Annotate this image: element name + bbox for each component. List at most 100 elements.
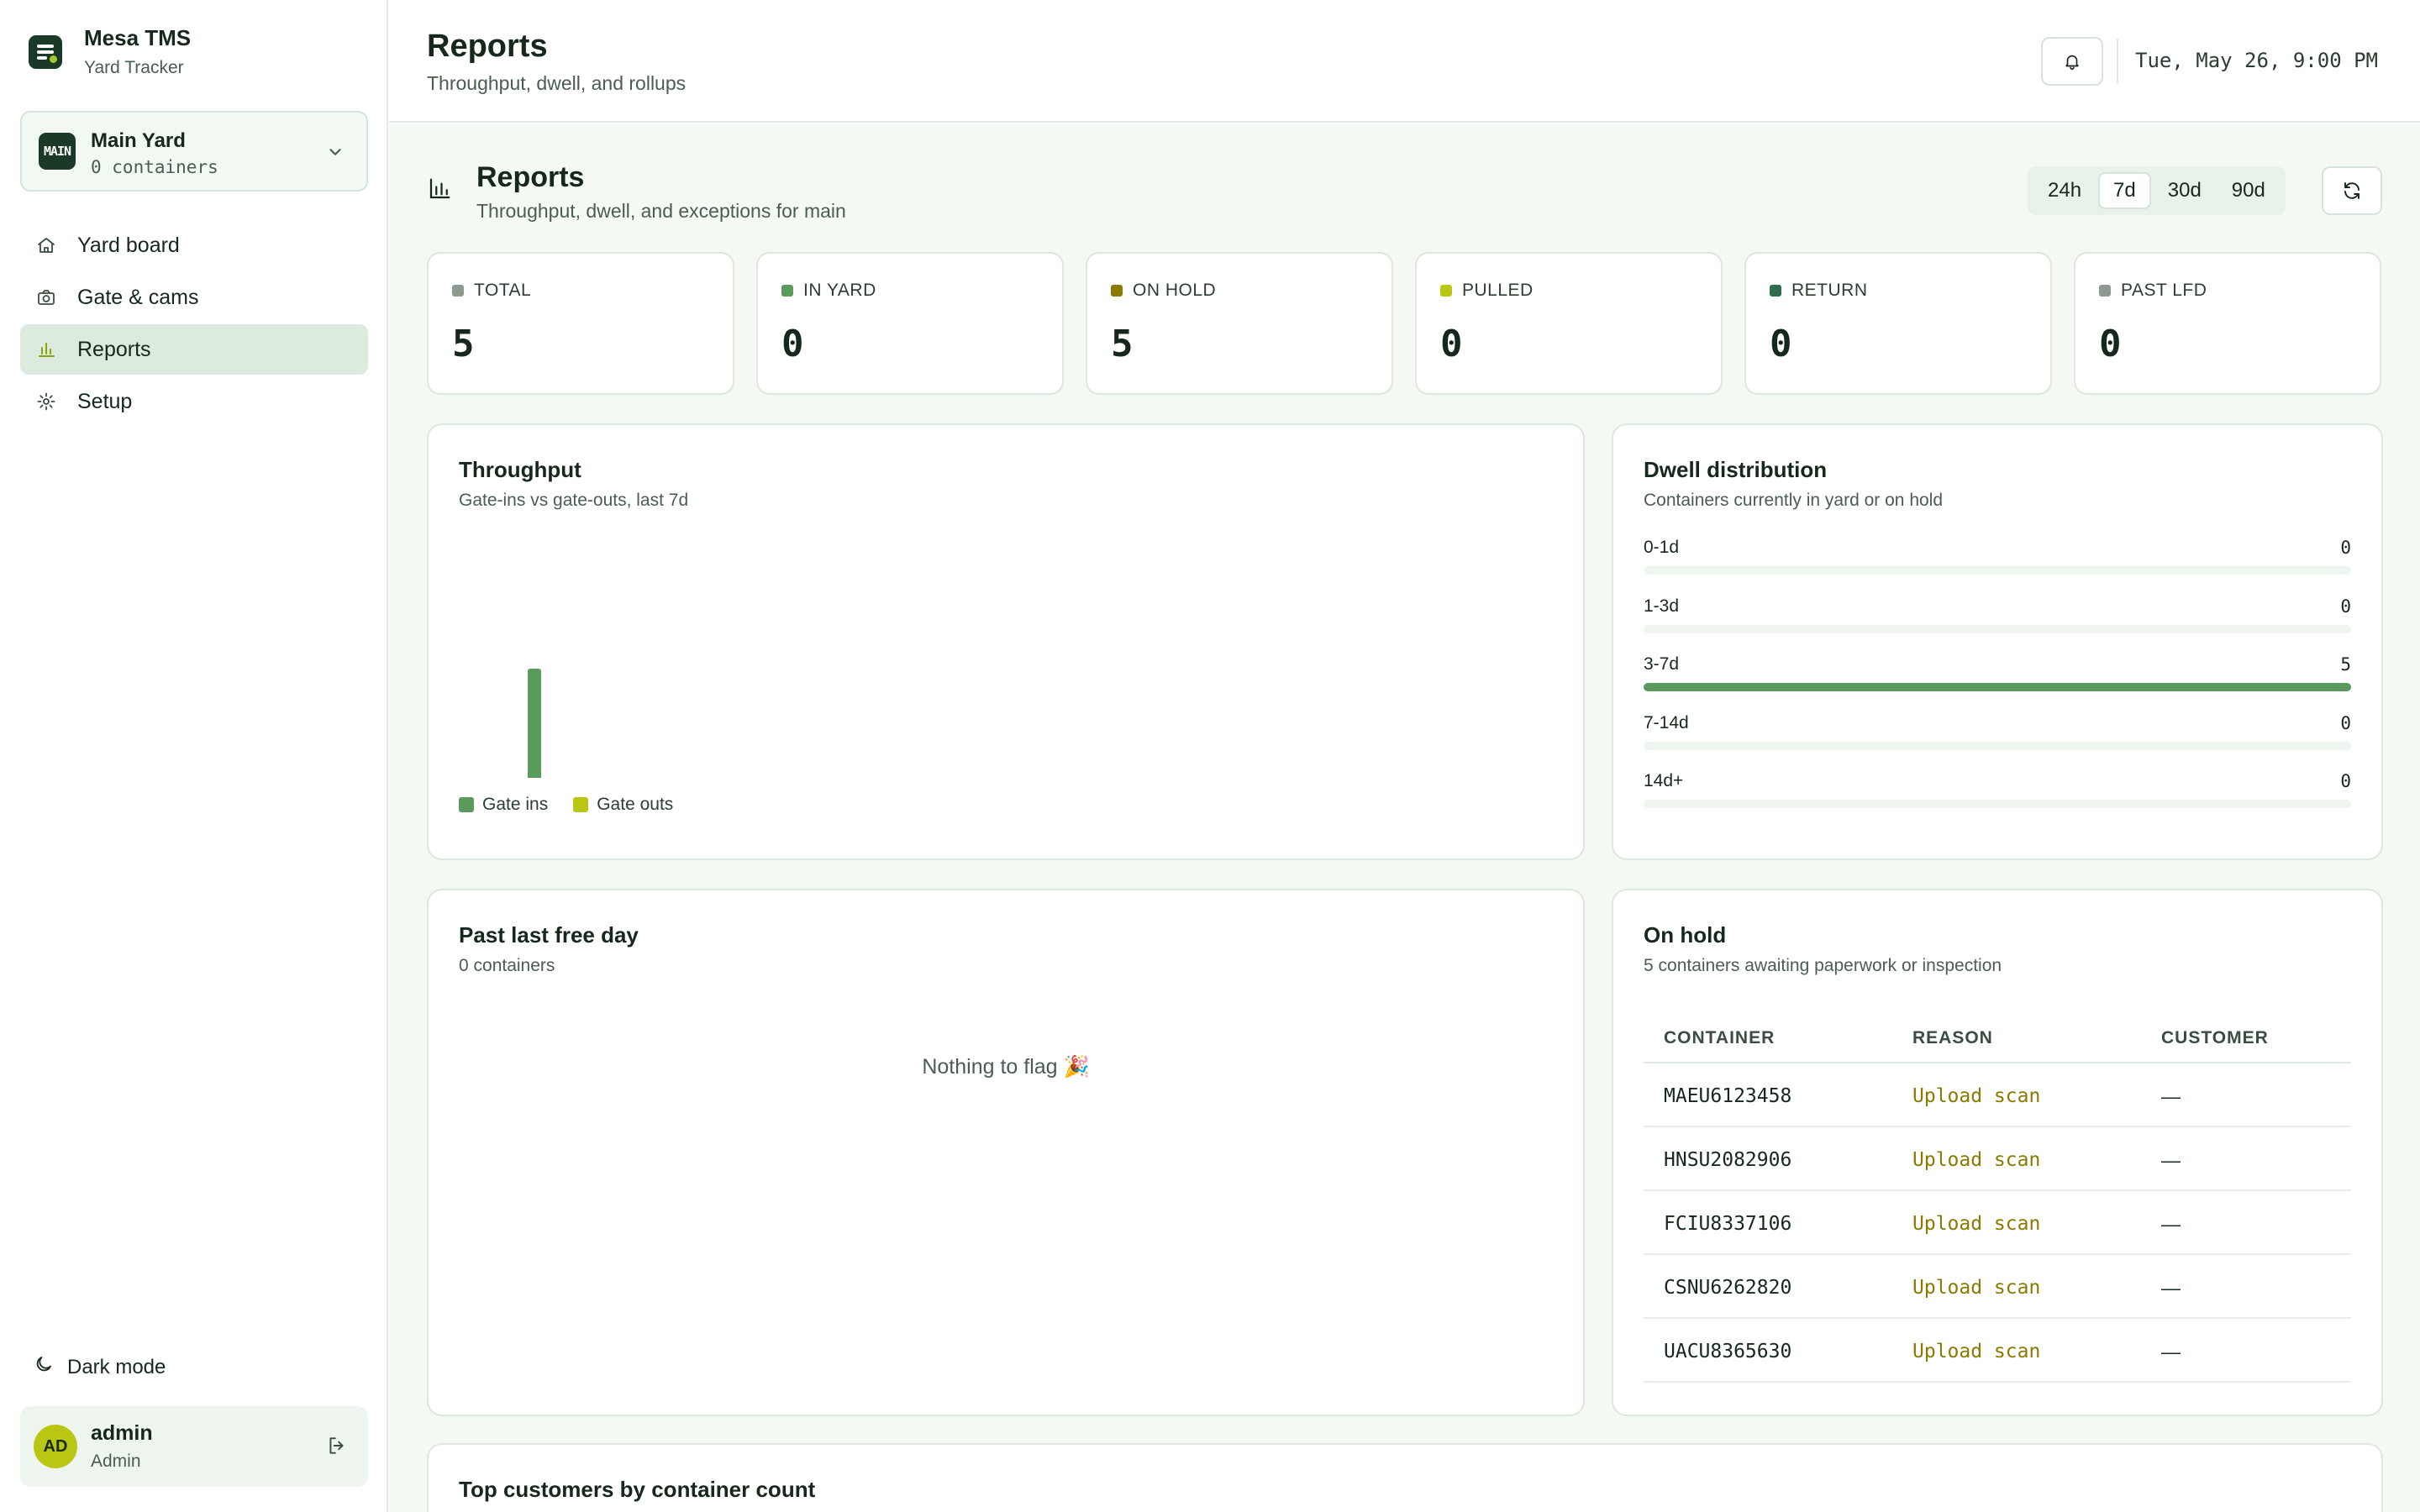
container-id: HNSU2082906 [1664, 1149, 1792, 1171]
stat-value: 0 [781, 323, 804, 365]
hold-reason[interactable]: Upload scan [1912, 1085, 2041, 1107]
status-swatch [1440, 285, 1452, 297]
dwell-bucket-count: 0 [2340, 596, 2351, 617]
sidebar: Mesa TMS Yard Tracker MAIN Main Yard 0 c… [0, 0, 388, 1512]
sidebar-item-label: Gate & cams [77, 285, 199, 309]
main-content: Reports Throughput, dwell, and exception… [389, 124, 2420, 1512]
hold-reason[interactable]: Upload scan [1912, 1149, 2041, 1171]
stat-label: TOTAL [474, 281, 532, 300]
stat-card-in-yard: IN YARD 0 [756, 252, 1064, 395]
hold-reason[interactable]: Upload scan [1912, 1341, 2041, 1362]
dark-mode-toggle[interactable]: Dark mode [34, 1354, 166, 1380]
past-lfd-card: Past last free day 0 containers Nothing … [427, 889, 1585, 1416]
card-subtitle: 5 containers awaiting paperwork or inspe… [1644, 956, 2002, 975]
bar-gate-ins-05-20[interactable] [528, 669, 541, 778]
stat-label: RETURN [1791, 281, 1868, 300]
user-card: AD admin Admin [20, 1406, 368, 1487]
chevron-down-icon [329, 149, 341, 155]
dwell-bucket-label: 7-14d [1644, 712, 1689, 732]
stat-card-past-lfd: PAST LFD 0 [2074, 252, 2381, 395]
card-subtitle: Gate-ins vs gate-outs, last 7d [459, 491, 689, 510]
divider [2117, 39, 2118, 84]
customer: — [2161, 1341, 2181, 1362]
dwell-bucket-count: 5 [2340, 654, 2351, 675]
section-title: Reports [476, 161, 585, 193]
range-30d-button[interactable]: 30d [2167, 179, 2202, 202]
avatar: AD [34, 1425, 77, 1468]
on-hold-card: On hold 5 containers awaiting paperwork … [1612, 889, 2383, 1416]
dwell-bar-fill [1644, 683, 2351, 691]
container-id: FCIU8337106 [1664, 1213, 1792, 1235]
page-title: Reports [427, 29, 548, 64]
container-id: UACU8365630 [1664, 1341, 1792, 1362]
sidebar-item-label: Yard board [77, 233, 180, 257]
sidebar-item-reports[interactable]: Reports [20, 324, 368, 375]
legend-label: Gate ins [482, 795, 549, 814]
stat-label: IN YARD [803, 281, 876, 300]
legend-swatch [573, 797, 589, 812]
dwell-bar-track [1644, 800, 2351, 808]
customer: — [2161, 1277, 2181, 1299]
gear-icon [35, 391, 57, 412]
dwell-bar-track [1644, 741, 2351, 750]
stat-value: 0 [1440, 323, 1463, 365]
dwell-row: 7-14d 0 [1644, 713, 2351, 764]
card-title: Past last free day [459, 922, 639, 948]
dwell-row: 14d+ 0 [1644, 771, 2351, 822]
yard-count: 0 containers [91, 157, 218, 177]
hold-reason[interactable]: Upload scan [1912, 1277, 2041, 1299]
on-hold-table: CONTAINER REASON CUSTOMER MAEU6123458 Up… [1644, 1008, 2351, 1383]
user-name: admin [91, 1421, 153, 1445]
table-row[interactable]: MAEU6123458 Upload scan — [1644, 1063, 2351, 1127]
bar-chart-icon [35, 339, 57, 360]
dwell-row: 3-7d 5 [1644, 654, 2351, 705]
stat-card-pulled: PULLED 0 [1415, 252, 1723, 395]
sidebar-item-yard-board[interactable]: Yard board [20, 220, 368, 270]
legend-item-gate-outs: Gate outs [573, 795, 673, 815]
range-7d-button[interactable]: 7d [2098, 172, 2151, 209]
table-row[interactable]: CSNU6262820 Upload scan — [1644, 1255, 2351, 1319]
bar-chart-icon [429, 178, 450, 199]
column-header[interactable]: CONTAINER [1664, 1028, 1776, 1047]
hold-reason[interactable]: Upload scan [1912, 1213, 2041, 1235]
sidebar-item-label: Setup [77, 389, 133, 413]
sidebar-nav: Yard board Gate & cams Reports Setup [20, 220, 368, 428]
app-title: Mesa TMS [84, 25, 192, 50]
range-24h-button[interactable]: 24h [2048, 179, 2082, 202]
stat-value: 5 [452, 323, 475, 365]
user-role: Admin [91, 1452, 141, 1471]
refresh-icon [2344, 182, 2360, 199]
legend-item-gate-ins: Gate ins [459, 795, 548, 815]
column-header[interactable]: CUSTOMER [2161, 1028, 2269, 1047]
column-header[interactable]: REASON [1912, 1028, 1993, 1047]
stat-card-on-hold: ON HOLD 5 [1086, 252, 1393, 395]
camera-icon [35, 286, 57, 308]
dwell-distribution-card: Dwell distribution Containers currently … [1612, 423, 2383, 860]
top-customers-card: Top customers by container count [427, 1443, 2383, 1512]
status-swatch [1111, 285, 1123, 297]
app-logo-icon [29, 34, 62, 69]
dark-mode-label: Dark mode [67, 1355, 166, 1378]
sidebar-item-gate-cams[interactable]: Gate & cams [20, 272, 368, 323]
dwell-bar-track [1644, 566, 2351, 575]
table-row[interactable]: UACU8365630 Upload scan — [1644, 1319, 2351, 1383]
refresh-button[interactable] [2322, 166, 2382, 215]
range-90d-button[interactable]: 90d [2231, 179, 2265, 202]
table-row[interactable]: FCIU8337106 Upload scan — [1644, 1191, 2351, 1255]
container-id: MAEU6123458 [1664, 1085, 1792, 1107]
customer: — [2161, 1085, 2181, 1107]
logout-icon[interactable] [326, 1435, 348, 1461]
dwell-bucket-count: 0 [2340, 771, 2351, 791]
sidebar-item-setup[interactable]: Setup [20, 376, 368, 427]
dwell-bucket-label: 1-3d [1644, 596, 1680, 616]
yard-selector[interactable]: MAIN Main Yard 0 containers [20, 111, 368, 192]
status-swatch [452, 285, 464, 297]
card-title: Throughput [459, 457, 581, 482]
notifications-button[interactable] [2041, 37, 2103, 86]
dwell-bucket-label: 14d+ [1644, 771, 1684, 790]
table-row[interactable]: HNSU2082906 Upload scan — [1644, 1127, 2351, 1191]
throughput-chart: 05-2005-2105-2205-2305-2405-2505-26 [528, 669, 541, 778]
home-icon [35, 234, 57, 256]
stat-label: PAST LFD [2121, 281, 2207, 300]
stat-label: PULLED [1462, 281, 1534, 300]
